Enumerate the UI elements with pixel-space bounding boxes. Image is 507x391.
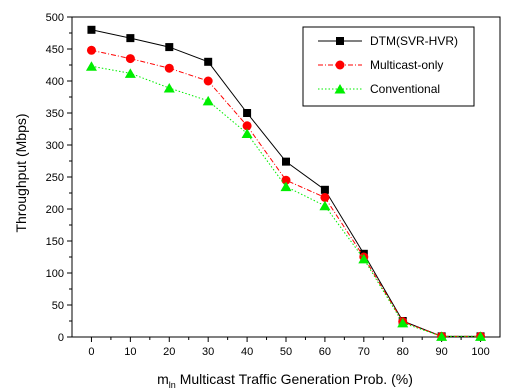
legend-label: Conventional <box>370 82 440 96</box>
series-layer <box>85 25 487 341</box>
data-point <box>125 54 135 64</box>
legend-label: Multicast-only <box>370 58 443 72</box>
x-axis-title: mln Multicast Traffic Generation Prob. (… <box>157 371 413 390</box>
x-tick-label: 60 <box>319 346 331 358</box>
y-tick-label: 200 <box>46 204 64 216</box>
data-point <box>320 185 329 194</box>
data-point <box>320 192 330 202</box>
data-point <box>358 253 370 264</box>
y-tick-label: 250 <box>46 172 64 184</box>
y-tick-label: 100 <box>46 268 64 280</box>
y-axis-title: Throughput (Mbps) <box>13 113 29 232</box>
x-tick-label: 0 <box>88 346 94 358</box>
data-point <box>165 43 174 52</box>
data-point <box>241 128 253 138</box>
data-point <box>319 200 331 211</box>
legend-box <box>302 26 475 107</box>
y-tick-label: 300 <box>46 140 64 152</box>
x-axis: 0 10 20 30 40 50 60 70 80 90 100 <box>88 337 490 358</box>
data-point <box>86 45 96 55</box>
data-point <box>126 34 135 43</box>
y-tick-label: 400 <box>46 76 64 88</box>
x-tick-label: 70 <box>358 346 370 358</box>
legend-marker <box>336 37 344 45</box>
series-line <box>91 65 481 337</box>
data-point <box>204 57 213 66</box>
data-point <box>164 63 174 73</box>
y-tick-label: 50 <box>52 300 64 312</box>
series-2 <box>85 61 487 341</box>
legend-label: DTM(SVR-HVR) <box>370 34 458 48</box>
data-point <box>124 68 136 78</box>
y-axis: 0 50 100 150 200 250 300 350 400 450 500 <box>46 12 72 344</box>
y-tick-label: 500 <box>46 12 64 24</box>
y-tick-label: 0 <box>58 332 64 344</box>
data-point <box>280 181 292 192</box>
data-point <box>282 157 290 166</box>
y-tick-label: 450 <box>46 44 64 56</box>
legend: DTM(SVR-HVR) Multicast-only Conventional <box>302 26 475 107</box>
x-tick-label: 30 <box>202 346 214 358</box>
data-point <box>436 331 448 341</box>
data-point <box>397 317 409 328</box>
y-tick-label: 150 <box>46 236 64 248</box>
x-tick-label: 20 <box>163 346 175 358</box>
data-point <box>202 95 214 106</box>
legend-entry: Multicast-only <box>318 58 443 72</box>
data-point <box>475 331 487 341</box>
data-point <box>87 25 96 34</box>
legend-entry: Conventional <box>318 82 440 96</box>
y-tick-label: 350 <box>46 108 64 120</box>
data-point <box>85 61 97 71</box>
x-tick-label: 100 <box>471 346 489 358</box>
data-point <box>243 109 252 117</box>
x-tick-label: 90 <box>436 346 448 358</box>
x-tick-label: 50 <box>280 346 292 358</box>
data-point <box>242 121 252 131</box>
x-tick-label: 80 <box>397 346 409 358</box>
legend-marker <box>334 84 346 94</box>
data-point <box>281 175 291 185</box>
x-tick-label: 40 <box>241 346 253 358</box>
data-point <box>163 83 175 93</box>
data-point <box>203 76 213 86</box>
legend-marker <box>335 60 345 70</box>
legend-entry: DTM(SVR-HVR) <box>318 34 458 48</box>
x-tick-label: 10 <box>124 346 136 358</box>
